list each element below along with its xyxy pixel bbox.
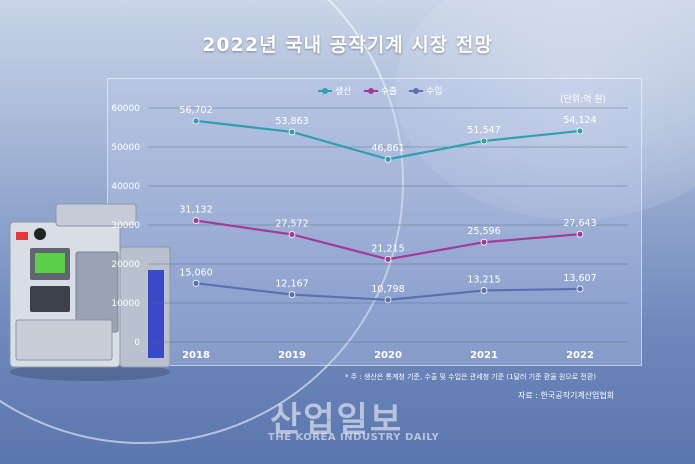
x-tick-label: 2022 xyxy=(566,350,594,361)
data-point xyxy=(192,117,200,125)
data-label: 10,798 xyxy=(371,284,404,295)
legend-item-import: 수입 xyxy=(409,84,443,97)
legend: 생산 수출 수입 xyxy=(318,84,443,97)
y-tick-label: 0 xyxy=(134,338,140,348)
machine-tool-illustration xyxy=(9,203,171,381)
data-point xyxy=(384,255,392,263)
data-label: 31,132 xyxy=(179,205,212,216)
data-label: 25,596 xyxy=(467,226,500,237)
y-tick-label: 60000 xyxy=(111,104,140,114)
chart-title: 2022년 국내 공작기계 시장 전망 xyxy=(202,34,493,56)
data-label: 51,547 xyxy=(467,125,500,136)
y-tick-label: 50000 xyxy=(111,143,140,153)
data-point xyxy=(576,127,584,135)
data-point xyxy=(480,137,488,145)
footnote: * 주 : 생산은 통계청 기준, 수출 및 수입은 관세청 기준 (1달러 기… xyxy=(345,373,597,381)
y-tick-label: 20000 xyxy=(111,260,140,270)
legend-item-export: 수출 xyxy=(363,84,398,97)
data-label: 13,215 xyxy=(467,274,500,285)
x-tick-label: 2021 xyxy=(470,350,498,361)
data-label: 54,124 xyxy=(563,115,596,126)
data-point xyxy=(384,296,392,304)
x-tick-label: 2020 xyxy=(374,350,402,361)
unit-label: (단위:억 원) xyxy=(560,95,607,105)
data-label: 15,060 xyxy=(179,267,212,278)
data-point xyxy=(288,128,296,136)
watermark-logo-korean: 산업일보 xyxy=(270,400,404,440)
legend-label-production: 생산 xyxy=(335,87,352,97)
data-label: 12,167 xyxy=(275,279,308,290)
y-tick-label: 40000 xyxy=(111,182,140,192)
data-point xyxy=(576,230,584,238)
data-point xyxy=(192,217,200,224)
data-point xyxy=(288,231,296,238)
data-point xyxy=(576,285,584,293)
data-point xyxy=(480,287,488,294)
legend-swatch-production xyxy=(318,87,332,94)
x-tick-label: 2019 xyxy=(278,350,306,361)
data-point xyxy=(192,279,200,287)
data-label: 53,863 xyxy=(275,116,308,127)
data-label: 13,607 xyxy=(563,273,596,284)
data-point xyxy=(384,155,392,163)
data-point xyxy=(480,238,488,246)
x-tick-label: 2018 xyxy=(182,350,210,361)
legend-label-export: 수출 xyxy=(380,87,398,97)
data-label: 27,572 xyxy=(275,218,308,229)
legend-item-production: 생산 xyxy=(318,84,352,97)
legend-swatch-export xyxy=(363,87,378,94)
data-label: 27,643 xyxy=(563,218,596,229)
data-label: 21,215 xyxy=(371,243,404,254)
data-label: 56,702 xyxy=(179,105,212,116)
y-tick-label: 10000 xyxy=(111,299,140,309)
legend-swatch-import xyxy=(409,87,424,94)
legend-label-import: 수입 xyxy=(426,87,443,97)
y-tick-label: 30000 xyxy=(111,221,140,231)
data-point xyxy=(288,291,296,298)
source-note: 자료 : 한국공작기계산업협회 xyxy=(518,391,615,400)
data-label: 46,861 xyxy=(371,143,404,154)
watermark-logo-english: THE KOREA INDUSTRY DAILY xyxy=(268,432,440,443)
